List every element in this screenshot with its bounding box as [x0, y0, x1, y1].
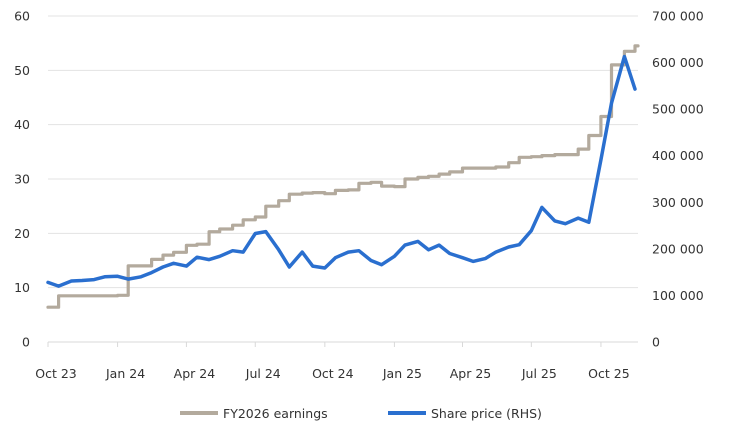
y-right-tick-label: 300 000 — [652, 195, 704, 210]
legend-label-share-price: Share price (RHS) — [431, 406, 542, 421]
y-right-tick-label: 600 000 — [652, 55, 704, 70]
y-right-tick-label: 200 000 — [652, 241, 704, 256]
series-lines — [48, 46, 638, 307]
y-left-tick-label: 40 — [14, 117, 30, 132]
x-tick-label: Oct 25 — [588, 366, 630, 381]
y-left-tick-label: 30 — [14, 172, 30, 187]
x-tick-label: Apr 24 — [174, 366, 216, 381]
y-left-tick-label: 0 — [22, 335, 30, 350]
x-tick-label: Jan 24 — [105, 366, 145, 381]
x-tick-label: Oct 24 — [312, 366, 354, 381]
gridlines — [48, 16, 638, 342]
x-tick-label: Apr 25 — [450, 366, 492, 381]
x-tick-label: Jul 25 — [521, 366, 557, 381]
right-axis: 0 100 000 200 000 300 000 400 000 500 000 600 … — [652, 9, 704, 350]
y-left-tick-label: 50 — [14, 63, 30, 78]
x-tick-label: Jan 25 — [382, 366, 422, 381]
y-left-tick-label: 20 — [14, 226, 30, 241]
series-line-fy2026-earnings — [48, 46, 638, 307]
legend-label-earnings: FY2026 earnings — [223, 406, 328, 421]
y-right-tick-label: 700 000 — [652, 9, 704, 24]
y-right-tick-label: 400 000 — [652, 148, 704, 163]
x-axis: Oct 23 Jan 24 Apr 24 Jul 24 Oct 24 Jan 25 Apr … — [35, 342, 629, 381]
x-tick-label: Oct 23 — [35, 366, 77, 381]
y-left-tick-label: 60 — [14, 9, 30, 24]
left-axis: 0 10 20 30 40 50 60 — [14, 9, 30, 350]
legend: FY2026 earnings Share price (RHS) — [180, 406, 542, 421]
y-left-tick-label: 10 — [14, 280, 30, 295]
series-line-share-price — [48, 57, 635, 287]
y-right-tick-label: 0 — [652, 335, 660, 350]
x-tick-label: Jul 24 — [245, 366, 281, 381]
y-right-tick-label: 500 000 — [652, 102, 704, 117]
y-right-tick-label: 100 000 — [652, 288, 704, 303]
